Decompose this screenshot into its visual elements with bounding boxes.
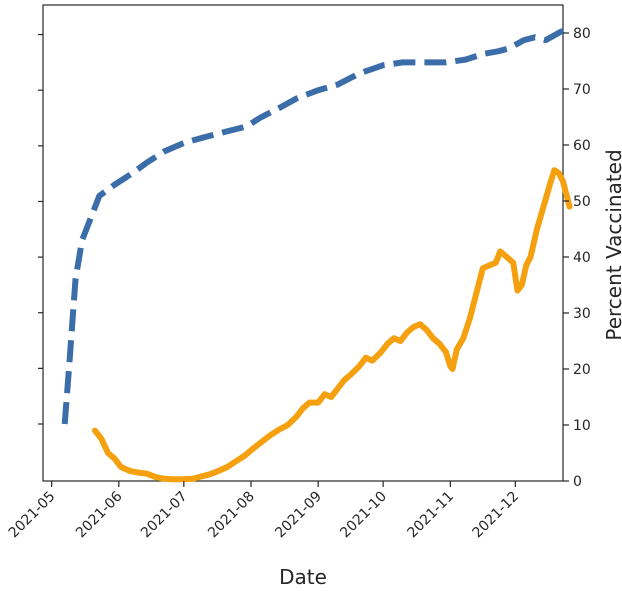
x-tick-label: 2021-06 — [73, 488, 126, 541]
y2-tick-label: 20 — [573, 362, 591, 378]
series-line-solid — [92, 167, 573, 483]
x-tick-label: 2021-09 — [272, 489, 325, 542]
series-layer — [61, 26, 573, 483]
y2-tick-label: 60 — [573, 138, 591, 154]
y2-tick-label: 0 — [573, 474, 582, 490]
x-tick-label: 2021-08 — [205, 489, 258, 542]
y2-tick-label: 80 — [573, 26, 591, 42]
series-line-dashed — [61, 26, 571, 425]
x-tick-label: 2021-11 — [404, 489, 457, 542]
right-y-axis-label: Percent Vaccinated — [602, 149, 622, 340]
y2-tick-label: 50 — [573, 194, 591, 210]
y2-tick-label: 40 — [573, 250, 591, 266]
x-tick-label: 2021-05 — [6, 489, 59, 542]
right-y-axis: 0 10 20 30 40 50 60 70 80 — [563, 26, 591, 490]
x-tick-label: 2021-10 — [337, 489, 390, 542]
x-axis: 2021-05 2021-06 2021-07 2021-08 2021-09 2021-… — [6, 481, 522, 541]
y2-tick-label: 30 — [573, 306, 591, 322]
x-tick-label: 2021-12 — [469, 489, 522, 542]
plot-area — [42, 4, 564, 482]
x-axis-label: Date — [279, 565, 327, 589]
y2-tick-label: 10 — [573, 418, 591, 434]
x-tick-label: 2021-07 — [138, 489, 191, 542]
left-axis-ticks — [38, 33, 43, 425]
y2-tick-label: 70 — [573, 82, 591, 98]
